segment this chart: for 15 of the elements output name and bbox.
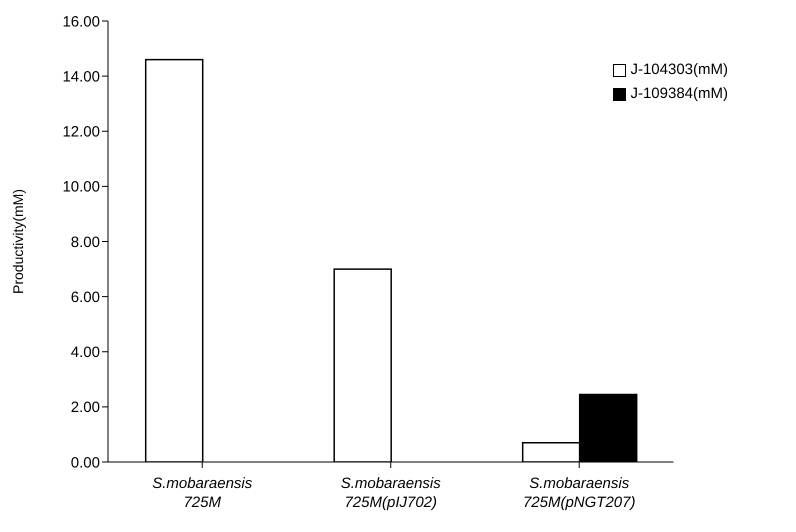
y-tick-label: 16.00 bbox=[62, 13, 100, 30]
y-tick-label: 6.00 bbox=[70, 288, 100, 306]
legend-label: J-104303(mM) bbox=[630, 60, 728, 80]
y-tick-label: 12.00 bbox=[62, 124, 100, 141]
y-axis-title: Productivity(mM) bbox=[10, 188, 26, 294]
y-tick-label: 2.00 bbox=[70, 399, 100, 416]
y-tick-label: 10.00 bbox=[62, 178, 100, 196]
x-tick-label: S.mobaraensis 725M(pNGT207) bbox=[522, 475, 636, 511]
y-tick-label: 8.00 bbox=[70, 234, 100, 251]
x-tick-label: S.mobaraensis 725M bbox=[152, 475, 253, 511]
legend-label: J-109384(mM) bbox=[630, 84, 728, 104]
y-tick-label: 14.00 bbox=[62, 68, 100, 86]
x-tick-label: S.mobaraensis 725M(pIJ702) bbox=[340, 475, 442, 511]
y-tick-label: 0.00 bbox=[70, 454, 100, 472]
y-tick-label: 4.00 bbox=[70, 344, 100, 362]
